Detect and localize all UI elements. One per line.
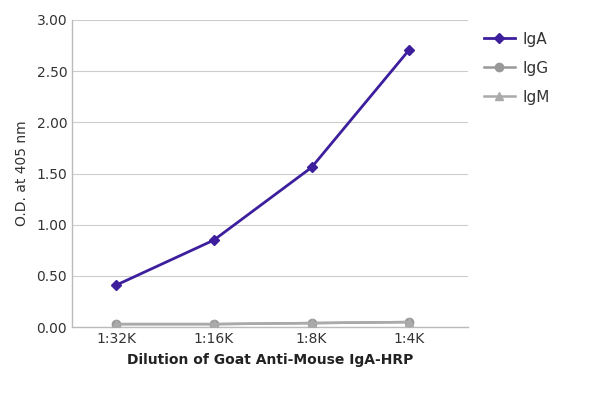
IgA <box>406 47 413 52</box>
IgM <box>112 322 119 326</box>
IgA <box>308 165 315 170</box>
IgM <box>406 320 413 324</box>
IgG <box>210 322 217 326</box>
IgM <box>210 322 217 326</box>
IgA <box>112 283 119 288</box>
X-axis label: Dilution of Goat Anti-Mouse IgA-HRP: Dilution of Goat Anti-Mouse IgA-HRP <box>127 353 413 367</box>
Line: IgM: IgM <box>112 318 413 328</box>
IgG <box>308 321 315 326</box>
IgG <box>112 322 119 326</box>
Line: IgG: IgG <box>112 318 413 328</box>
IgG <box>406 320 413 324</box>
Legend: IgA, IgG, IgM: IgA, IgG, IgM <box>479 28 554 109</box>
Line: IgA: IgA <box>113 46 413 288</box>
IgM <box>308 321 315 326</box>
IgA <box>210 238 217 243</box>
Y-axis label: O.D. at 405 nm: O.D. at 405 nm <box>16 121 29 226</box>
